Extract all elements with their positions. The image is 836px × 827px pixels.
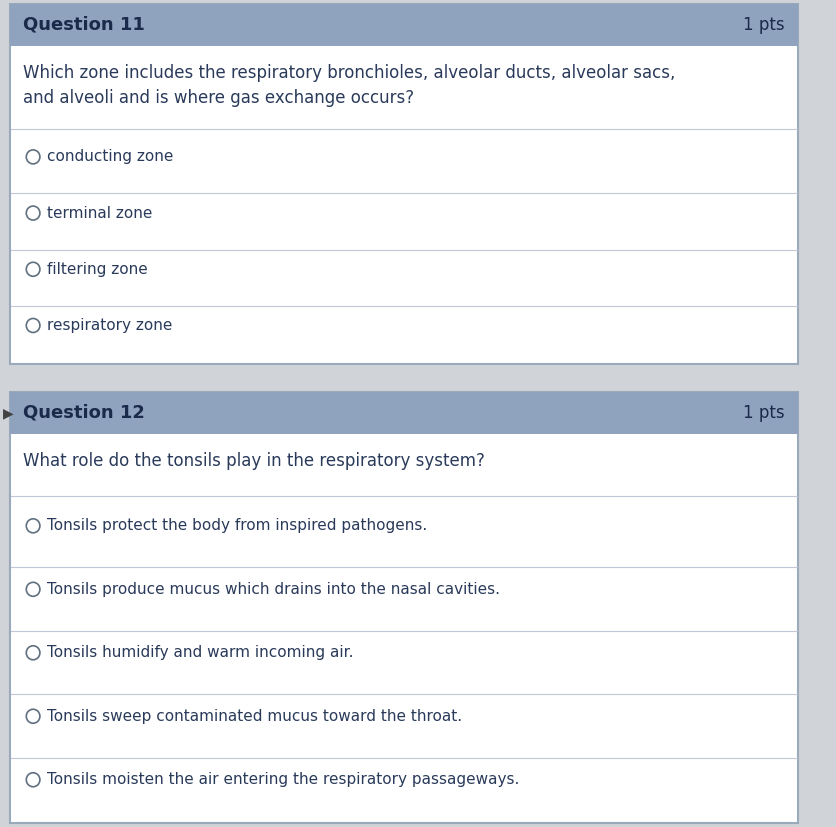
Text: 1 pts: 1 pts: [742, 404, 783, 422]
FancyBboxPatch shape: [10, 392, 798, 434]
FancyBboxPatch shape: [10, 4, 798, 364]
FancyBboxPatch shape: [10, 392, 798, 823]
Text: terminal zone: terminal zone: [47, 206, 152, 221]
Text: Tonsils protect the body from inspired pathogens.: Tonsils protect the body from inspired p…: [47, 519, 426, 533]
Text: Tonsils moisten the air entering the respiratory passageways.: Tonsils moisten the air entering the res…: [47, 772, 518, 787]
Text: Tonsils humidify and warm incoming air.: Tonsils humidify and warm incoming air.: [47, 645, 353, 660]
FancyBboxPatch shape: [10, 4, 798, 46]
Text: filtering zone: filtering zone: [47, 262, 147, 277]
Text: 1 pts: 1 pts: [742, 16, 783, 34]
Text: conducting zone: conducting zone: [47, 150, 173, 165]
Text: ▶: ▶: [3, 406, 13, 420]
Text: Tonsils sweep contaminated mucus toward the throat.: Tonsils sweep contaminated mucus toward …: [47, 709, 461, 724]
Text: Tonsils produce mucus which drains into the nasal cavities.: Tonsils produce mucus which drains into …: [47, 582, 499, 597]
Text: respiratory zone: respiratory zone: [47, 318, 172, 333]
Text: What role do the tonsils play in the respiratory system?: What role do the tonsils play in the res…: [23, 452, 485, 470]
Text: Question 11: Question 11: [23, 16, 145, 34]
Text: Question 12: Question 12: [23, 404, 145, 422]
Text: Which zone includes the respiratory bronchioles, alveolar ducts, alveolar sacs,
: Which zone includes the respiratory bron…: [23, 64, 675, 107]
